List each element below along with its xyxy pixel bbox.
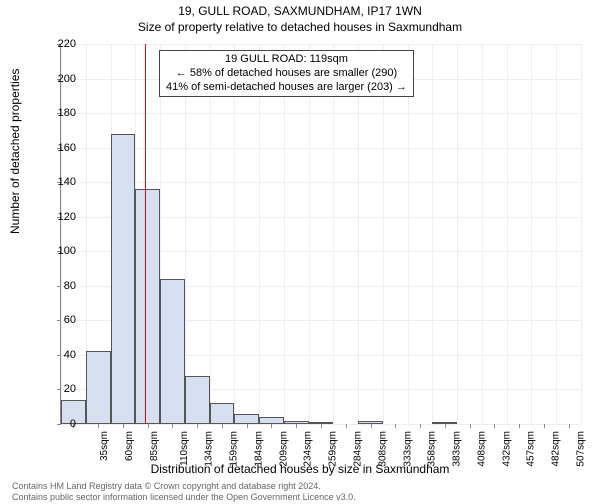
histogram-bar (160, 279, 185, 424)
xtick-mark (172, 424, 173, 428)
gridline-v (507, 44, 508, 424)
footer-line2: Contains public sector information licen… (12, 492, 356, 502)
xtick-label: 85sqm (149, 431, 160, 461)
gridline-v (358, 44, 359, 424)
ytick-label: 200 (46, 73, 76, 85)
xtick-mark (98, 424, 99, 428)
gridline-v (457, 44, 458, 424)
footer-line1: Contains HM Land Registry data © Crown c… (12, 481, 356, 491)
xtick-label: 457sqm (526, 431, 537, 467)
histogram-bar (111, 134, 136, 424)
gridline-v (581, 44, 582, 424)
title-subtitle: Size of property relative to detached ho… (0, 20, 600, 34)
title-address: 19, GULL ROAD, SAXMUNDHAM, IP17 1WN (0, 4, 600, 18)
chart-figure: 19, GULL ROAD, SAXMUNDHAM, IP17 1WN Size… (0, 4, 600, 504)
ytick-label: 120 (46, 211, 76, 223)
xtick-label: 358sqm (427, 431, 438, 467)
xtick-label: 308sqm (377, 431, 388, 467)
xtick-mark (271, 424, 272, 428)
xtick-mark (544, 424, 545, 428)
xtick-mark (123, 424, 124, 428)
xtick-mark (395, 424, 396, 428)
xtick-mark (569, 424, 570, 428)
gridline-v (333, 44, 334, 424)
histogram-bar (234, 414, 259, 424)
footer-attribution: Contains HM Land Registry data © Crown c… (12, 481, 356, 502)
xtick-label: 259sqm (328, 431, 339, 467)
gridline-v (284, 44, 285, 424)
gridline-v (556, 44, 557, 424)
gridline-v (432, 44, 433, 424)
xtick-label: 284sqm (353, 431, 364, 467)
ytick-label: 40 (46, 349, 76, 361)
xtick-mark (445, 424, 446, 428)
ytick-label: 100 (46, 245, 76, 257)
gridline-v (309, 44, 310, 424)
annotation-box: 19 GULL ROAD: 119sqm ← 58% of detached h… (159, 50, 414, 97)
gridline-v (482, 44, 483, 424)
reference-line (145, 44, 146, 424)
gridline-v (259, 44, 260, 424)
ytick-label: 80 (46, 280, 76, 292)
xtick-mark (494, 424, 495, 428)
xtick-mark (222, 424, 223, 428)
xtick-mark (519, 424, 520, 428)
annotation-line3: 41% of semi-detached houses are larger (… (166, 81, 407, 95)
ytick-label: 220 (46, 38, 76, 50)
histogram-bar (86, 351, 111, 424)
xtick-mark (346, 424, 347, 428)
ytick-label: 160 (46, 142, 76, 154)
xtick-label: 333sqm (402, 431, 413, 467)
histogram-bar (135, 189, 160, 424)
xtick-mark (148, 424, 149, 428)
xtick-label: 60sqm (124, 431, 135, 461)
histogram-bar (185, 376, 210, 424)
xtick-label: 209sqm (278, 431, 289, 467)
xtick-mark (247, 424, 248, 428)
xtick-mark (296, 424, 297, 428)
gridline-h (61, 182, 581, 183)
ytick-label: 0 (46, 418, 76, 430)
gridline-h (61, 148, 581, 149)
histogram-bar (259, 417, 284, 424)
xtick-label: 134sqm (204, 431, 215, 467)
xtick-label: 507sqm (575, 431, 586, 467)
gridline-v (234, 44, 235, 424)
gridline-h (61, 113, 581, 114)
xtick-label: 110sqm (179, 431, 190, 466)
annotation-line2: ← 58% of detached houses are smaller (29… (166, 67, 407, 81)
gridline-v (185, 44, 186, 424)
ytick-label: 20 (46, 383, 76, 395)
xtick-label: 184sqm (254, 431, 265, 467)
ytick-label: 60 (46, 314, 76, 326)
xtick-label: 383sqm (452, 431, 463, 467)
xtick-mark (371, 424, 372, 428)
annotation-line1: 19 GULL ROAD: 119sqm (166, 53, 407, 67)
ytick-label: 140 (46, 176, 76, 188)
gridline-v (61, 44, 62, 424)
gridline-v (408, 44, 409, 424)
xtick-label: 432sqm (501, 431, 512, 467)
histogram-bar (210, 403, 235, 424)
xtick-label: 408sqm (476, 431, 487, 467)
gridline-v (383, 44, 384, 424)
xtick-label: 35sqm (99, 431, 110, 461)
xtick-mark (420, 424, 421, 428)
xtick-mark (470, 424, 471, 428)
xtick-label: 159sqm (229, 431, 240, 467)
gridline-h (61, 44, 581, 45)
gridline-v (210, 44, 211, 424)
xtick-mark (321, 424, 322, 428)
chart-plot-area: 19 GULL ROAD: 119sqm ← 58% of detached h… (60, 44, 581, 425)
y-axis-label: Number of detached properties (8, 69, 22, 234)
xtick-mark (197, 424, 198, 428)
gridline-v (531, 44, 532, 424)
ytick-label: 180 (46, 107, 76, 119)
xtick-label: 482sqm (551, 431, 562, 467)
xtick-label: 234sqm (303, 431, 314, 467)
